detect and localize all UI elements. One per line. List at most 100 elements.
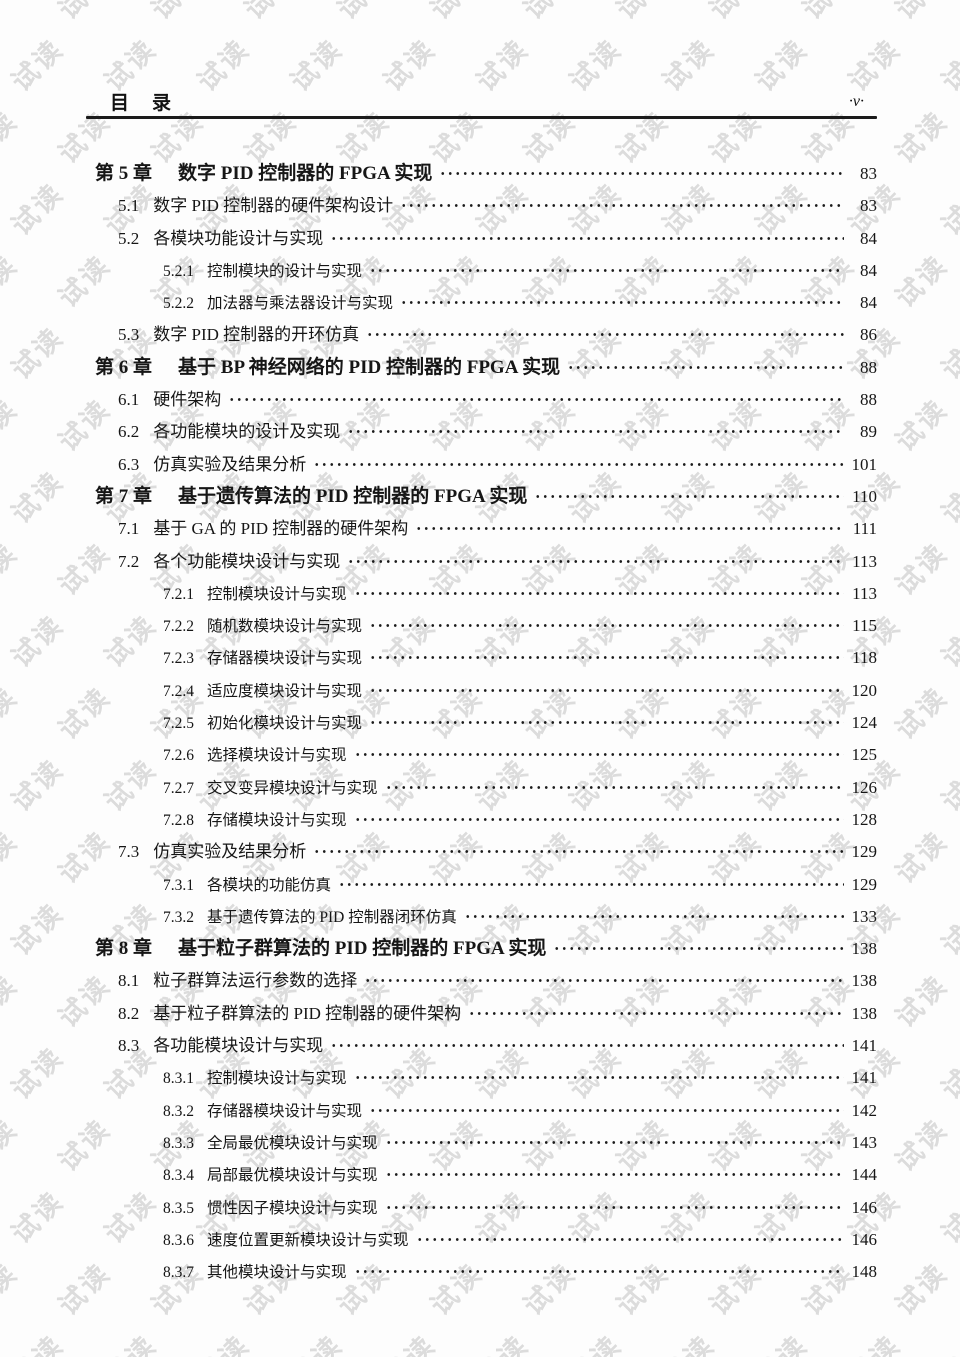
toc-entry-title: 适应度模块设计与实现 bbox=[207, 682, 363, 700]
toc-entry-page: 83 bbox=[860, 164, 877, 183]
toc-entry: 7.2 各个功能模块设计与实现 113 bbox=[95, 546, 877, 578]
toc-entry: 7.1 基于 GA 的 PID 控制器的硬件架构 111 bbox=[95, 513, 877, 545]
dot-leader bbox=[369, 620, 844, 632]
toc-entry: 7.2.4 适应度模块设计与实现 120 bbox=[95, 675, 877, 707]
toc-entry-number: 7.3.1 bbox=[163, 876, 194, 894]
dot-leader bbox=[353, 813, 844, 825]
dot-leader bbox=[347, 426, 844, 438]
toc-entry-number: 5.2 bbox=[118, 228, 140, 248]
toc-entry-number: 7.2.6 bbox=[163, 747, 194, 765]
toc-entry-page: 129 bbox=[851, 874, 878, 894]
toc-entry-number: 7.3.2 bbox=[163, 908, 194, 926]
dot-leader bbox=[369, 652, 844, 664]
toc-entry-number: 6.1 bbox=[118, 390, 140, 410]
toc-entry-number: 5.2.2 bbox=[163, 295, 194, 313]
toc-entry: 8.1 粒子群算法运行参数的选择 138 bbox=[95, 965, 877, 997]
toc-entry: 5.2.2 加法器与乘法器设计与实现 84 bbox=[95, 287, 877, 319]
toc-entry: 6.3 仿真实验及结果分析 101 bbox=[95, 449, 877, 481]
toc-entry-page: 101 bbox=[851, 454, 878, 474]
toc-entry-number: 6.3 bbox=[118, 454, 140, 474]
toc-entry-title: 数字 PID 控制器的 FPGA 实现 bbox=[178, 163, 433, 184]
toc-entry-number: 7.2 bbox=[118, 551, 140, 571]
toc-entry: 8.3.2 存储器模块设计与实现 142 bbox=[95, 1095, 877, 1127]
toc-entry-page: 138 bbox=[851, 939, 878, 959]
toc-entry-title: 控制模块设计与实现 bbox=[207, 1070, 347, 1088]
toc-entry-page: 148 bbox=[851, 1262, 878, 1282]
toc-entry-number: 5.1 bbox=[118, 196, 140, 216]
toc-entry-number: 8.2 bbox=[118, 1003, 140, 1023]
toc-entry-number: 8.3.6 bbox=[163, 1231, 194, 1249]
toc-entry-title: 各功能模块设计与实现 bbox=[153, 1036, 324, 1056]
toc-entry-page: 138 bbox=[851, 1003, 878, 1023]
toc-entry-number: 8.1 bbox=[118, 971, 140, 991]
dot-leader bbox=[369, 1104, 844, 1116]
dot-leader bbox=[353, 749, 844, 761]
dot-leader bbox=[567, 361, 844, 373]
dot-leader bbox=[347, 555, 844, 567]
toc-entry-page: 144 bbox=[851, 1165, 878, 1185]
dot-leader bbox=[338, 878, 844, 890]
toc-entry-title: 加法器与乘法器设计与实现 bbox=[207, 295, 394, 313]
toc-entry-page: 83 bbox=[860, 196, 877, 216]
toc-entry-page: 120 bbox=[851, 680, 878, 700]
toc-entry: 5.1 数字 PID 控制器的硬件架构设计 83 bbox=[95, 190, 877, 222]
toc-entry: 5.2.1 控制模块的设计与实现 84 bbox=[95, 255, 877, 287]
toc-entry-title: 各模块功能设计与实现 bbox=[153, 228, 324, 248]
toc-entry-number: 第 8 章 bbox=[95, 938, 153, 960]
toc-entry-page: 128 bbox=[851, 809, 878, 829]
toc-entry-page: 141 bbox=[851, 1068, 878, 1088]
toc-entry-title: 基于粒子群算法的 PID 控制器的硬件架构 bbox=[153, 1003, 462, 1023]
toc-entry-page: 126 bbox=[851, 777, 878, 797]
toc-entry: 8.2 基于粒子群算法的 PID 控制器的硬件架构 138 bbox=[95, 998, 877, 1030]
toc-entry-title: 数字 PID 控制器的硬件架构设计 bbox=[153, 196, 394, 216]
dot-leader bbox=[463, 910, 844, 922]
toc-entry-number: 7.3 bbox=[118, 842, 140, 862]
dot-leader bbox=[553, 943, 844, 955]
dot-leader bbox=[369, 264, 844, 276]
toc-entry-number: 6.2 bbox=[118, 422, 140, 442]
toc-entry: 6.2 各功能模块的设计及实现 89 bbox=[95, 416, 877, 448]
dot-leader bbox=[415, 1233, 844, 1245]
toc-entry-title: 控制模块设计与实现 bbox=[207, 585, 347, 603]
toc-entry-title: 选择模块设计与实现 bbox=[207, 747, 347, 765]
dot-leader bbox=[330, 232, 844, 244]
dot-leader bbox=[353, 1266, 844, 1278]
dot-leader bbox=[364, 975, 844, 987]
toc-entry-title: 局部最优模块设计与实现 bbox=[207, 1167, 378, 1185]
toc-entry-number: 7.2.2 bbox=[163, 618, 194, 636]
dot-leader bbox=[313, 846, 844, 858]
toc-entry: 7.3.2 基于遗传算法的 PID 控制器闭环仿真 133 bbox=[95, 901, 877, 933]
toc-entry-page: 84 bbox=[860, 293, 877, 313]
dot-leader bbox=[228, 394, 844, 406]
toc-entry-title: 交叉变异模块设计与实现 bbox=[207, 779, 378, 797]
toc-entry-title: 全局最优模块设计与实现 bbox=[207, 1134, 378, 1152]
toc-entry: 第 5 章 数字 PID 控制器的 FPGA 实现 83 bbox=[95, 158, 877, 190]
dot-leader bbox=[384, 1201, 844, 1213]
toc-entry-page: 111 bbox=[852, 519, 877, 539]
toc-entry-page: 110 bbox=[852, 486, 877, 506]
toc-entry-title: 基于遗传算法的 PID 控制器闭环仿真 bbox=[207, 908, 457, 926]
toc-entry: 7.3.1 各模块的功能仿真 129 bbox=[95, 869, 877, 901]
toc-entry-page: 142 bbox=[851, 1100, 878, 1120]
toc-entry-page: 113 bbox=[852, 551, 877, 571]
toc-entry: 7.2.3 存储器模块设计与实现 118 bbox=[95, 642, 877, 674]
folio-page-number: ·v· bbox=[848, 93, 864, 110]
dot-leader bbox=[400, 297, 844, 309]
toc-entry: 第 6 章 基于 BP 神经网络的 PID 控制器的 FPGA 实现 88 bbox=[95, 352, 877, 384]
toc-entry-title: 各个功能模块设计与实现 bbox=[153, 551, 341, 571]
toc-entry: 8.3.7 其他模块设计与实现 148 bbox=[95, 1256, 877, 1288]
toc-entry: 8.3.3 全局最优模块设计与实现 143 bbox=[95, 1127, 877, 1159]
toc-entry-number: 7.2.1 bbox=[163, 585, 194, 603]
toc-entry-number: 8.3.1 bbox=[163, 1070, 194, 1088]
dot-leader bbox=[400, 200, 844, 212]
dot-leader bbox=[313, 458, 844, 470]
toc-entry-number: 8.3.3 bbox=[163, 1134, 194, 1152]
toc-entry-title: 各功能模块的设计及实现 bbox=[153, 422, 341, 442]
toc-entry-page: 118 bbox=[852, 648, 877, 668]
toc-entry-number: 5.2.1 bbox=[163, 262, 194, 280]
toc-entry: 8.3 各功能模块设计与实现 141 bbox=[95, 1030, 877, 1062]
toc-entry-title: 基于遗传算法的 PID 控制器的 FPGA 实现 bbox=[178, 485, 528, 507]
toc-entry-title: 基于 BP 神经网络的 PID 控制器的 FPGA 实现 bbox=[178, 356, 561, 378]
toc-entry-title: 仿真实验及结果分析 bbox=[153, 842, 307, 862]
